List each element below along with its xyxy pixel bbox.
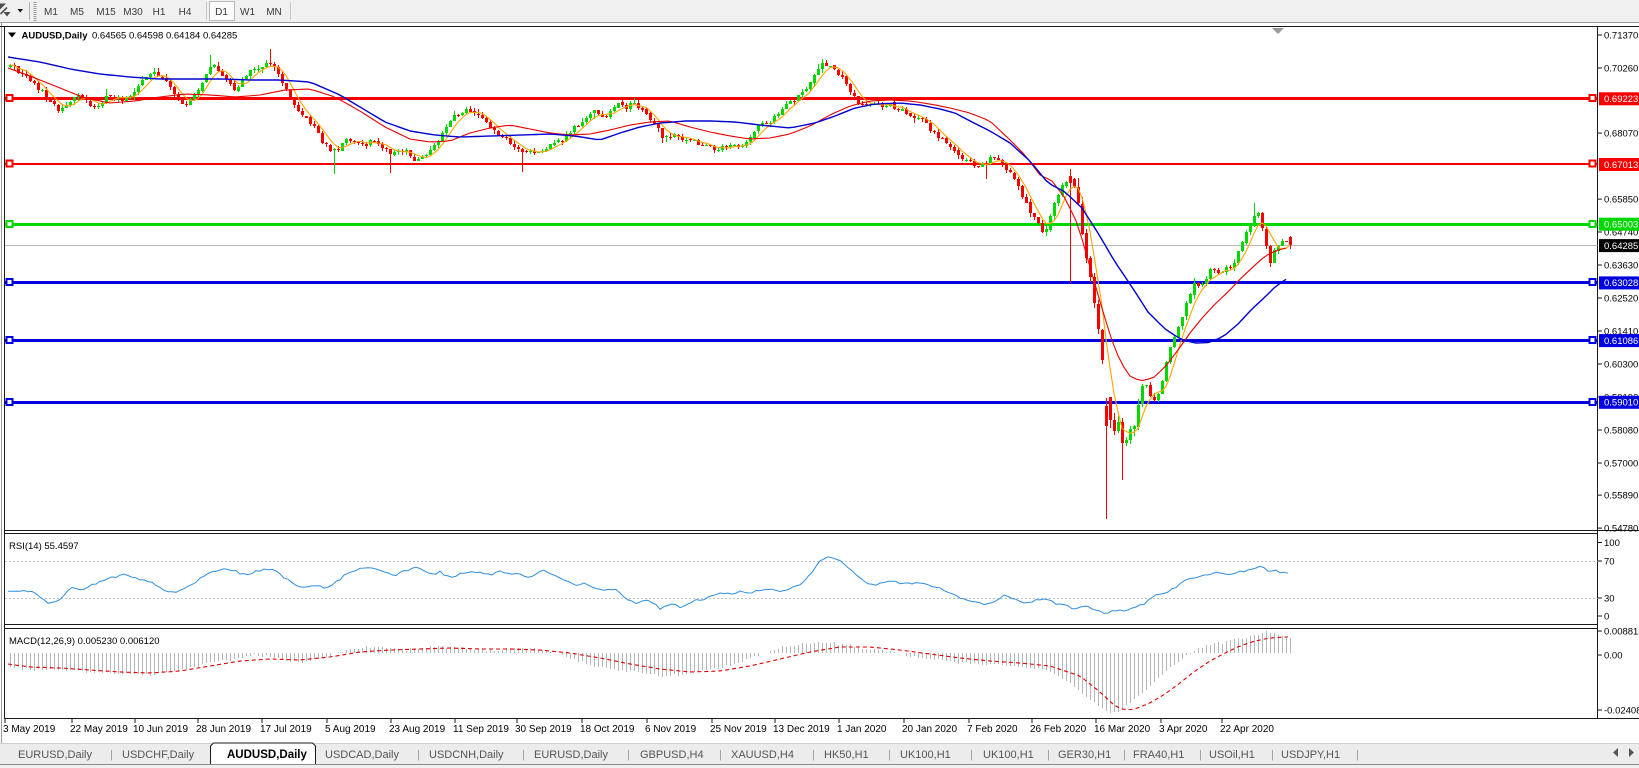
svg-text:28 Jun 2019: 28 Jun 2019 [196, 724, 251, 735]
svg-text:5 Aug 2019: 5 Aug 2019 [325, 724, 376, 735]
svg-text:USOil,H1: USOil,H1 [1209, 749, 1255, 761]
svg-text:USDCNH,Daily: USDCNH,Daily [429, 749, 504, 761]
svg-text:|: | [719, 749, 722, 761]
svg-text:0: 0 [1604, 611, 1609, 622]
svg-text:H1: H1 [153, 7, 166, 18]
svg-text:0.55890: 0.55890 [1604, 490, 1638, 501]
svg-text:0.64740: 0.64740 [1604, 227, 1638, 238]
svg-text:0.61086: 0.61086 [1604, 336, 1638, 347]
svg-text:18 Oct 2019: 18 Oct 2019 [580, 724, 635, 735]
svg-text:0.63630: 0.63630 [1604, 260, 1638, 271]
svg-text:MN: MN [266, 7, 282, 18]
svg-text:13 Dec 2019: 13 Dec 2019 [773, 724, 830, 735]
svg-text:70: 70 [1604, 556, 1615, 567]
svg-text:UK100,H1: UK100,H1 [983, 749, 1034, 761]
svg-text:H4: H4 [179, 7, 192, 18]
svg-text:AUDUSD,Daily: AUDUSD,Daily [227, 749, 307, 761]
svg-text:|: | [1356, 749, 1359, 761]
svg-text:USDCAD,Daily: USDCAD,Daily [325, 749, 399, 761]
svg-text:M1: M1 [44, 7, 58, 18]
svg-text:0.65003: 0.65003 [1604, 220, 1638, 231]
svg-text:EURUSD,Daily: EURUSD,Daily [534, 749, 608, 761]
svg-text:16 Mar 2020: 16 Mar 2020 [1094, 724, 1151, 735]
svg-text:0.71370: 0.71370 [1604, 30, 1638, 41]
svg-text:23 Aug 2019: 23 Aug 2019 [389, 724, 446, 735]
svg-text:11 Sep 2019: 11 Sep 2019 [453, 724, 509, 735]
svg-text:30 Sep 2019: 30 Sep 2019 [515, 724, 572, 735]
svg-text:0.62520: 0.62520 [1604, 293, 1638, 304]
svg-text:0.59010: 0.59010 [1604, 398, 1638, 409]
svg-text:26 Feb 2020: 26 Feb 2020 [1030, 724, 1087, 735]
svg-text:0.68070: 0.68070 [1604, 128, 1638, 139]
svg-text:0.61410: 0.61410 [1604, 326, 1638, 337]
svg-text:10 Jun 2019: 10 Jun 2019 [133, 724, 188, 735]
svg-text:W1: W1 [240, 7, 255, 18]
svg-text:M5: M5 [70, 7, 84, 18]
svg-text:0.64285: 0.64285 [1604, 241, 1638, 252]
svg-text:|: | [888, 749, 891, 761]
svg-text:|: | [970, 749, 973, 761]
svg-text:22 May 2019: 22 May 2019 [70, 724, 128, 735]
svg-text:0.00: 0.00 [1604, 650, 1623, 661]
svg-text:0.65850: 0.65850 [1604, 194, 1638, 205]
svg-text:FRA40,H1: FRA40,H1 [1133, 749, 1184, 761]
svg-text:|: | [1271, 749, 1274, 761]
svg-text:0.64565 0.64598 0.64184 0.6428: 0.64565 0.64598 0.64184 0.64285 [92, 31, 237, 42]
svg-text:|: | [1047, 749, 1050, 761]
svg-text:25 Nov 2019: 25 Nov 2019 [710, 724, 767, 735]
svg-text:-0.024082: -0.024082 [1604, 705, 1639, 716]
svg-text:UK100,H1: UK100,H1 [900, 749, 951, 761]
svg-text:0.69223: 0.69223 [1604, 94, 1638, 105]
svg-text:0.67013: 0.67013 [1604, 160, 1638, 171]
svg-text:0.60300: 0.60300 [1604, 359, 1638, 370]
svg-text:3 Apr 2020: 3 Apr 2020 [1159, 724, 1208, 735]
svg-text:HK50,H1: HK50,H1 [824, 749, 869, 761]
svg-text:M15: M15 [96, 7, 116, 18]
svg-text:17 Jul 2019: 17 Jul 2019 [260, 724, 312, 735]
svg-text:20 Jan 2020: 20 Jan 2020 [902, 724, 957, 735]
svg-text:0.54780: 0.54780 [1604, 523, 1638, 534]
svg-text:0.70260: 0.70260 [1604, 63, 1638, 74]
svg-text:XAUUSD,H4: XAUUSD,H4 [731, 749, 794, 761]
svg-text:EURUSD,Daily: EURUSD,Daily [18, 749, 92, 761]
svg-text:|: | [627, 749, 630, 761]
svg-text:3 May 2019: 3 May 2019 [3, 724, 56, 735]
svg-text:|: | [1123, 749, 1126, 761]
svg-text:|: | [1199, 749, 1202, 761]
svg-text:0.58080: 0.58080 [1604, 425, 1638, 436]
svg-text:0.57000: 0.57000 [1604, 458, 1638, 469]
svg-text:USDCHF,Daily: USDCHF,Daily [122, 749, 195, 761]
svg-text:D1: D1 [215, 7, 228, 18]
svg-text:|: | [417, 749, 420, 761]
svg-text:|: | [522, 749, 525, 761]
svg-text:30: 30 [1604, 593, 1615, 604]
svg-text:0.008815: 0.008815 [1604, 626, 1639, 637]
svg-text:AUDUSD,Daily: AUDUSD,Daily [22, 31, 89, 42]
svg-text:6 Nov 2019: 6 Nov 2019 [645, 724, 697, 735]
svg-text:0.63028: 0.63028 [1604, 278, 1638, 289]
svg-text:MACD(12,26,9) 0.005230 0.00612: MACD(12,26,9) 0.005230 0.006120 [9, 636, 160, 647]
svg-text:|: | [110, 749, 113, 761]
svg-text:GER30,H1: GER30,H1 [1058, 749, 1111, 761]
svg-text:RSI(14) 55.4597: RSI(14) 55.4597 [9, 541, 79, 552]
svg-text:7 Feb 2020: 7 Feb 2020 [967, 724, 1018, 735]
svg-text:22 Apr 2020: 22 Apr 2020 [1220, 724, 1274, 735]
svg-text:USDJPY,H1: USDJPY,H1 [1281, 749, 1340, 761]
svg-text:|: | [812, 749, 815, 761]
svg-text:100: 100 [1604, 538, 1620, 549]
svg-text:M30: M30 [123, 7, 143, 18]
svg-text:1 Jan 2020: 1 Jan 2020 [837, 724, 887, 735]
svg-text:GBPUSD,H4: GBPUSD,H4 [640, 749, 704, 761]
